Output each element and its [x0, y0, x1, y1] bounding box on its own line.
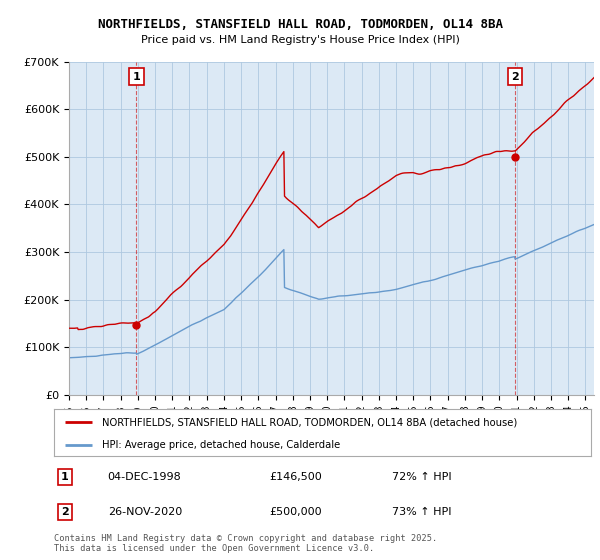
Text: 26-NOV-2020: 26-NOV-2020	[108, 507, 182, 517]
Text: NORTHFIELDS, STANSFIELD HALL ROAD, TODMORDEN, OL14 8BA: NORTHFIELDS, STANSFIELD HALL ROAD, TODMO…	[97, 18, 503, 31]
Text: 73% ↑ HPI: 73% ↑ HPI	[392, 507, 452, 517]
Text: 04-DEC-1998: 04-DEC-1998	[108, 472, 181, 482]
Text: 2: 2	[511, 72, 518, 82]
Text: HPI: Average price, detached house, Calderdale: HPI: Average price, detached house, Cald…	[103, 440, 341, 450]
Text: £500,000: £500,000	[269, 507, 322, 517]
Text: 1: 1	[61, 472, 68, 482]
Text: £146,500: £146,500	[269, 472, 322, 482]
Text: NORTHFIELDS, STANSFIELD HALL ROAD, TODMORDEN, OL14 8BA (detached house): NORTHFIELDS, STANSFIELD HALL ROAD, TODMO…	[103, 417, 518, 427]
Text: 1: 1	[133, 72, 140, 82]
Text: Contains HM Land Registry data © Crown copyright and database right 2025.
This d: Contains HM Land Registry data © Crown c…	[54, 534, 437, 553]
Text: 2: 2	[61, 507, 68, 517]
Text: 72% ↑ HPI: 72% ↑ HPI	[392, 472, 452, 482]
Text: Price paid vs. HM Land Registry's House Price Index (HPI): Price paid vs. HM Land Registry's House …	[140, 35, 460, 45]
